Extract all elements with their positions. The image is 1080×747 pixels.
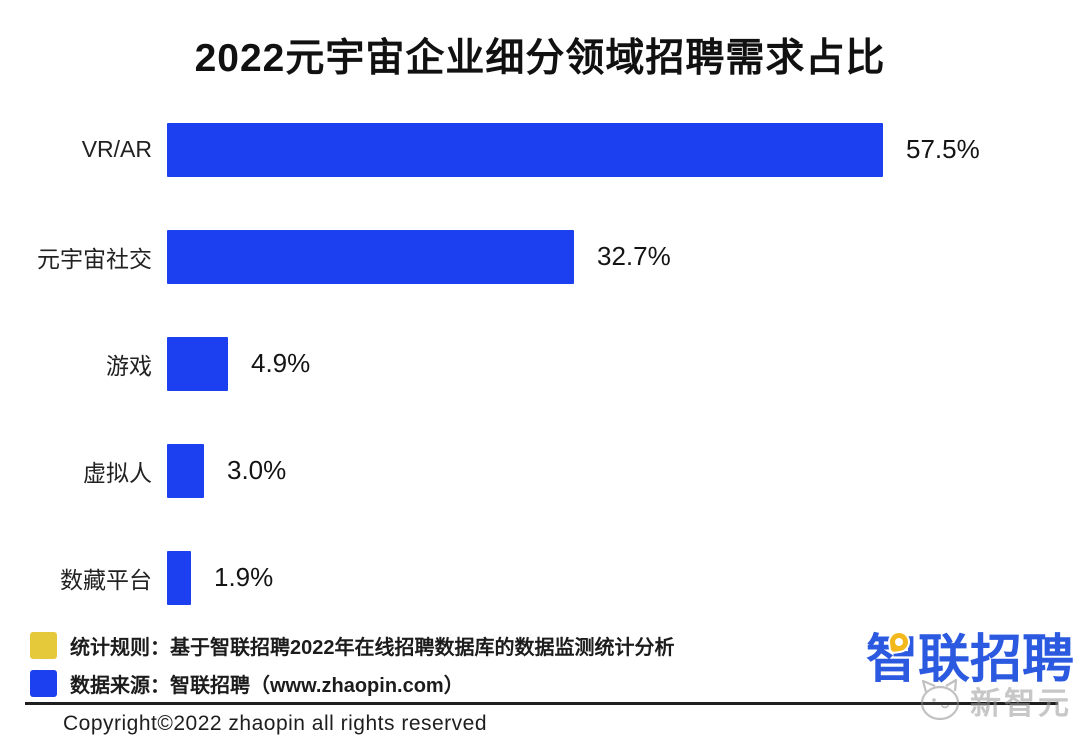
category-label: 虚拟人 — [83, 459, 152, 486]
footnote-text: 统计规则：基于智联招聘2022年在线招聘数据库的数据监测统计分析 — [70, 636, 675, 659]
bar-row: 数藏平台 1.9% — [0, 524, 1080, 631]
bar-chart: VR/AR 57.5% 元宇宙社交 32.7% 游戏 4.9% 虚拟人 3.0%… — [0, 96, 1080, 631]
bar — [167, 336, 228, 391]
blue-swatch-icon — [30, 669, 57, 697]
watermark-text: 新智元 — [970, 685, 1072, 721]
yellow-swatch-icon — [30, 631, 57, 659]
value-label: 1.9% — [214, 562, 274, 592]
copyright-text: Copyright©2022 zhaopin all rights reserv… — [63, 712, 488, 735]
footnote-row: 数据来源：智联招聘（www.zhaopin.com） — [30, 664, 675, 702]
value-label: 3.0% — [227, 455, 287, 485]
bar-row: VR/AR 57.5% — [0, 96, 1080, 203]
footnote-text: 数据来源：智联招聘（www.zhaopin.com） — [70, 674, 464, 697]
bar — [167, 550, 191, 605]
bar — [167, 229, 574, 284]
category-label: VR/AR — [81, 136, 152, 162]
category-label: 元宇宙社交 — [37, 245, 152, 272]
footnotes: 统计规则：基于智联招聘2022年在线招聘数据库的数据监测统计分析 数据来源：智联… — [30, 626, 675, 702]
bar-row: 游戏 4.9% — [0, 310, 1080, 417]
chart-title: 2022元宇宙企业细分领域招聘需求占比 — [194, 37, 886, 80]
watermark: 新智元 — [916, 676, 1072, 724]
bar — [167, 122, 883, 177]
category-label: 游戏 — [106, 352, 152, 379]
category-label: 数藏平台 — [60, 566, 152, 593]
footer-divider — [25, 702, 1058, 705]
value-label: 4.9% — [251, 348, 311, 378]
zhaopin-logo: 智联招聘 — [866, 631, 1074, 688]
bar-row: 元宇宙社交 32.7% — [0, 203, 1080, 310]
value-label: 32.7% — [597, 241, 671, 271]
footnote-row: 统计规则：基于智联招聘2022年在线招聘数据库的数据监测统计分析 — [30, 626, 675, 664]
bar-row: 虚拟人 3.0% — [0, 417, 1080, 524]
cartoon-head-icon — [920, 678, 960, 721]
bar — [167, 443, 204, 498]
value-label: 57.5% — [906, 134, 980, 164]
